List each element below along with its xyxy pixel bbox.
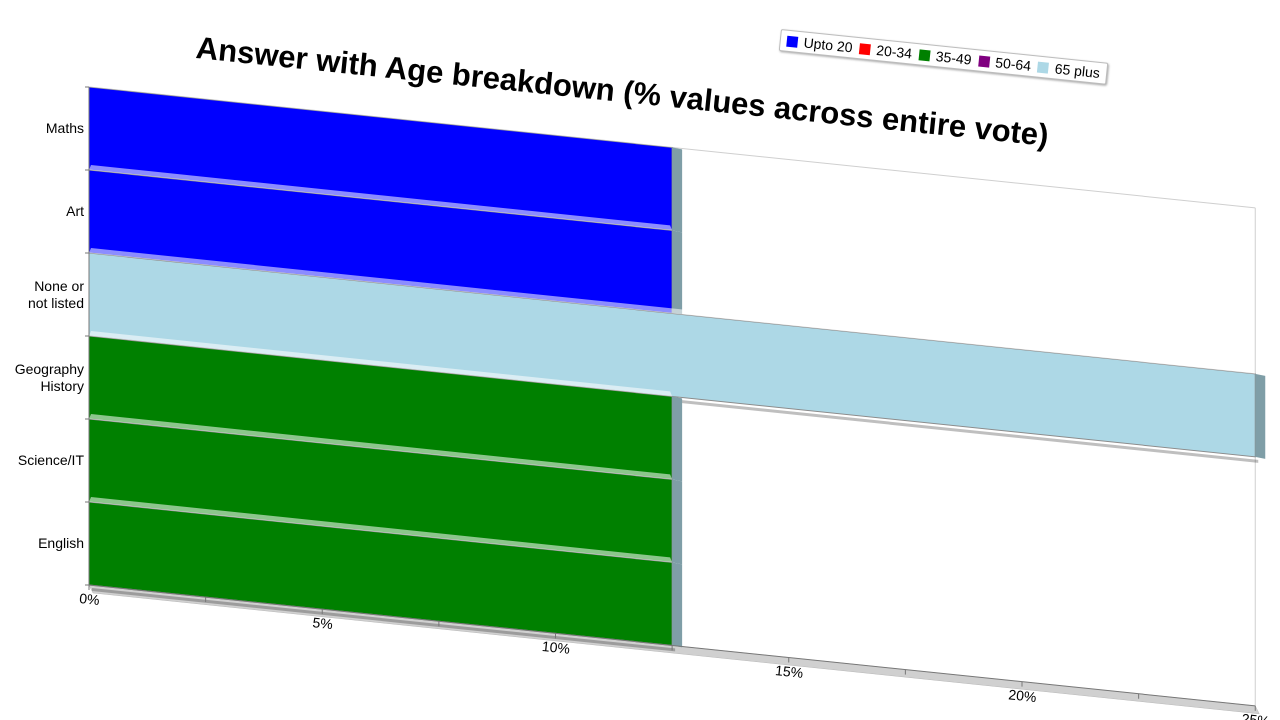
legend-label: 35-49 [935,48,973,68]
bar-35-49-5-top [89,497,673,563]
legend-label: 20-34 [875,41,913,62]
legend-label: 65 plus [1054,60,1101,81]
x-tick-label: 20% [1008,686,1038,705]
bar-35-49-4-cap [672,479,683,565]
x-tick-label: 0% [79,590,101,608]
x-tick-label: 15% [775,662,805,681]
category-label: Art [66,203,84,219]
legend-swatch [858,42,871,55]
legend-item: Upto 20 [786,33,854,56]
legend-swatch [918,48,931,61]
legend-item: 50-64 [977,53,1032,74]
x-tick-label: 10% [541,638,571,657]
bar-65-plus-2-top [89,248,1256,374]
category-label: Geography History [14,360,84,394]
category-label: None or not listed [27,277,84,311]
bar-upto-20-1-cap [672,230,683,316]
legend-swatch [977,54,990,68]
category-label: Maths [45,120,84,136]
category-label: Science/IT [17,452,84,468]
x-tick-label: 25% [1241,710,1271,720]
legend-swatch [1037,61,1050,74]
legend-label: 50-64 [994,54,1032,74]
x-tick-label: 5% [312,614,334,632]
bar-35-49-5-shadow [92,588,676,652]
bar-35-49-4-top [89,414,673,480]
category-label: English [38,535,84,551]
legend-label: Upto 20 [802,34,854,56]
legend-item: 20-34 [858,40,913,62]
bar-35-49-5-cap [672,562,683,648]
bar-upto-20-1-top [89,165,673,231]
legend-item: 65 plus [1037,59,1101,81]
bar-35-49-3-top [89,331,673,397]
legend-swatch [786,35,799,48]
legend-item: 35-49 [918,46,973,68]
bar-35-49-3-cap [672,396,683,482]
bar-upto-20-0-top [89,82,673,148]
bar-65-plus-2-cap [1255,373,1266,459]
bar-upto-20-0-cap [672,147,683,233]
